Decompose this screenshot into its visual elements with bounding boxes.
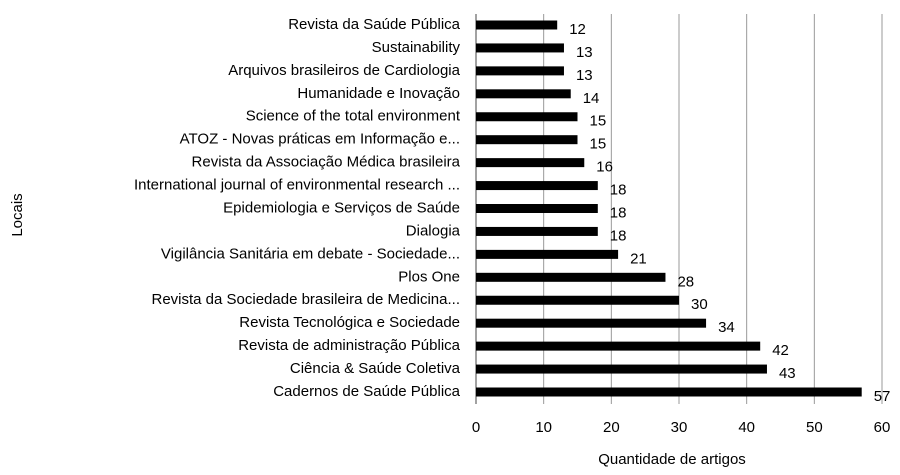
y-tick-label: Humanidade e Inovação [297, 85, 460, 102]
value-label: 13 [576, 44, 593, 61]
value-label: 21 [630, 250, 647, 267]
value-label: 43 [779, 365, 796, 382]
y-tick-label: ATOZ - Novas práticas em Informação e... [180, 131, 460, 148]
value-label: 42 [772, 342, 789, 359]
bar [476, 249, 619, 259]
x-axis-label: Quantidade de artigos [598, 451, 746, 468]
value-label: 18 [610, 204, 627, 221]
y-tick-label: Arquivos brasileiros de Cardiologia [228, 62, 460, 79]
x-tick-label: 30 [671, 419, 688, 436]
y-tick-label: Dialogia [406, 222, 461, 239]
y-tick-label: Revista de administração Pública [238, 337, 460, 354]
bar [476, 318, 707, 328]
bar [476, 135, 578, 145]
bar [476, 89, 571, 99]
value-label: 15 [590, 113, 607, 130]
x-tick-label: 0 [472, 419, 480, 436]
y-tick-label: Revista da Associação Médica brasileira [192, 154, 461, 171]
y-tick-label: Revista Tecnológica e Sociedade [239, 314, 460, 331]
bar [476, 341, 761, 351]
value-label: 13 [576, 67, 593, 84]
bar [476, 112, 578, 122]
value-label: 14 [583, 90, 600, 107]
y-tick-label: Ciência & Saúde Coletiva [290, 360, 461, 377]
value-label: 16 [596, 159, 613, 176]
y-tick-label: International journal of environmental r… [134, 177, 460, 194]
bar [476, 364, 767, 374]
value-label: 28 [677, 273, 694, 290]
bar [476, 295, 679, 305]
bar [476, 387, 862, 397]
bar [476, 66, 564, 76]
value-label: 34 [718, 319, 735, 336]
y-tick-label: Revista da Saúde Pública [288, 16, 460, 33]
value-label: 18 [610, 182, 627, 199]
bar [476, 43, 564, 53]
value-label: 18 [610, 227, 627, 244]
y-tick-label: Vigilância Sanitária em debate - Socieda… [161, 245, 460, 262]
x-tick-label: 10 [535, 419, 552, 436]
value-label: 15 [590, 136, 607, 153]
bar [476, 20, 558, 30]
x-tick-label: 60 [874, 419, 891, 436]
value-label: 57 [874, 388, 891, 405]
value-label: 12 [569, 21, 586, 38]
y-tick-label: Revista da Sociedade brasileira de Medic… [151, 291, 460, 308]
y-tick-label: Epidemiologia e Serviços de Saúde [223, 199, 460, 216]
bar [476, 204, 598, 213]
y-tick-label: Cadernos de Saúde Pública [273, 383, 460, 400]
y-tick-label: Sustainability [372, 39, 461, 56]
y-tick-label: Science of the total environment [246, 108, 461, 125]
bar [476, 181, 598, 191]
y-axis-label: Locais [9, 193, 26, 236]
bar [476, 226, 598, 236]
y-tick-label: Plos One [398, 268, 460, 285]
x-tick-label: 50 [806, 419, 823, 436]
value-label: 30 [691, 296, 708, 313]
bar [476, 272, 666, 282]
x-tick-label: 20 [603, 419, 620, 436]
x-tick-label: 40 [738, 419, 755, 436]
bar [476, 158, 585, 168]
